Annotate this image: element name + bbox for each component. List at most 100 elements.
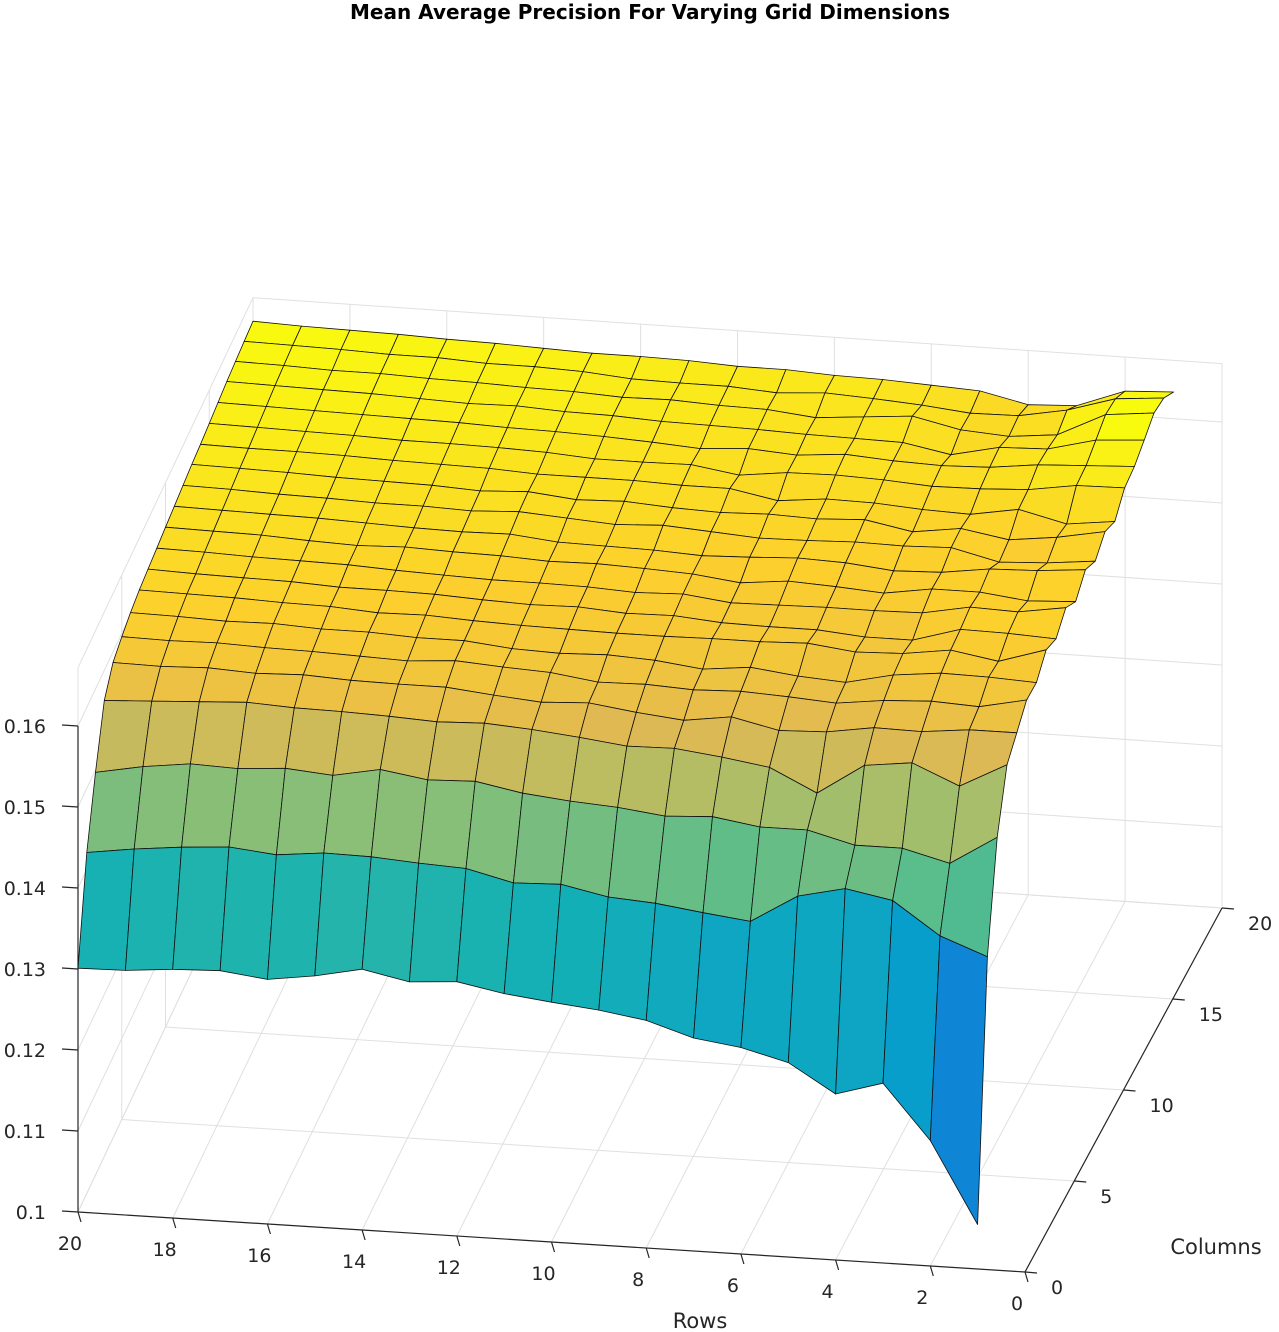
surface-patch <box>758 513 817 541</box>
surface-patch <box>255 647 313 676</box>
surface-patch <box>699 424 759 450</box>
surface-patch <box>156 526 214 553</box>
surface-patch <box>645 902 704 1039</box>
x-tick-label: 2 <box>916 1287 928 1309</box>
z-tick-mark <box>61 724 79 727</box>
surface-patch <box>617 745 675 817</box>
floor-grid-line <box>121 1119 1075 1182</box>
x-tick-mark <box>266 1223 271 1235</box>
surface-patch <box>103 662 162 702</box>
surface-patch <box>130 589 188 617</box>
x-tick-mark <box>645 1247 650 1259</box>
surface-patch <box>882 900 941 1141</box>
surface-patch <box>160 640 218 669</box>
surface-patch <box>86 766 144 853</box>
z-tick-label: 0.13 <box>4 959 46 981</box>
surface-patch <box>370 769 429 864</box>
surface-patch <box>151 666 209 703</box>
surface-patch <box>142 700 200 767</box>
surface-patch <box>388 333 448 359</box>
surface-patch <box>407 637 465 662</box>
surface-patch <box>575 476 634 502</box>
surface-patch <box>379 715 438 781</box>
z-tick-mark <box>61 1210 79 1213</box>
surface-patch <box>655 815 713 914</box>
surface-patch <box>361 856 420 983</box>
y-tick-label: 20 <box>1248 913 1272 935</box>
surface-patch <box>621 378 681 401</box>
surface-patch <box>172 846 230 972</box>
x-tick-label: 0 <box>1011 1293 1023 1315</box>
surface-patch <box>693 912 751 1048</box>
surface-patch <box>806 518 866 543</box>
surface-patch <box>776 369 835 394</box>
surface-patch <box>513 792 571 885</box>
surface-patch <box>219 846 277 980</box>
surface-patch <box>931 672 990 708</box>
surface-patch <box>413 505 472 533</box>
surface-patch <box>679 360 738 387</box>
surface-patch <box>440 443 499 469</box>
surface-patch <box>165 505 223 532</box>
x-tick-mark <box>456 1235 461 1247</box>
surface-patch <box>278 472 337 499</box>
surface-patch <box>456 868 514 994</box>
x-tick-mark <box>172 1217 177 1229</box>
surface-patch <box>198 667 257 703</box>
surface-patch <box>768 604 827 631</box>
surface-patch <box>173 484 232 511</box>
surface-patch <box>929 935 988 1225</box>
surface-patch <box>388 683 447 723</box>
z-tick-label: 0.16 <box>4 716 46 738</box>
surface-patch <box>796 433 855 456</box>
x-tick-label: 10 <box>531 1263 555 1285</box>
surface-patch <box>529 582 588 608</box>
surface-patch <box>825 474 885 504</box>
surface-patch <box>485 342 545 368</box>
surface-patch <box>228 767 286 856</box>
z-tick-label: 0.11 <box>4 1121 46 1143</box>
y-tick-mark <box>1123 1089 1136 1092</box>
x-axis-label: Rows <box>673 1309 728 1332</box>
z-tick-mark <box>61 1129 79 1132</box>
surface-patch <box>323 769 381 858</box>
surface-patch <box>474 722 533 794</box>
z-tick-mark <box>61 967 79 970</box>
surface-patch <box>1085 439 1145 467</box>
surface-patch <box>418 779 476 869</box>
surface-patch <box>1066 485 1125 525</box>
surface-patch <box>221 488 280 515</box>
surface-patch <box>335 455 394 482</box>
surface-patch <box>200 422 258 449</box>
surface-patch <box>759 626 818 644</box>
surface-patch <box>374 480 433 507</box>
surface-patch <box>607 807 666 904</box>
surface-patch <box>189 701 248 769</box>
surface-patch <box>598 896 656 1021</box>
x-tick-mark <box>77 1211 82 1223</box>
surface-patch <box>401 418 460 445</box>
surface-patch <box>522 729 580 802</box>
x-tick-label: 14 <box>342 1251 366 1273</box>
surface-patch <box>77 848 135 971</box>
surface-patch <box>597 654 656 685</box>
surface-patch <box>195 551 253 579</box>
x-tick-mark <box>361 1229 366 1241</box>
surface-patch <box>359 631 418 662</box>
surface-patch <box>275 767 334 856</box>
surface-patch <box>237 701 295 769</box>
surface-patch <box>787 453 846 476</box>
surface-patch <box>182 463 241 490</box>
surface-patch <box>350 655 408 685</box>
surface-patch <box>266 852 325 980</box>
x-tick-label: 18 <box>153 1239 177 1261</box>
surface-patch <box>1027 569 1086 603</box>
surface-patch <box>243 556 301 583</box>
surface-patch <box>133 763 191 850</box>
surface-patch <box>854 415 913 443</box>
surface-patch <box>293 674 352 712</box>
y-tick-label: 5 <box>1100 1186 1112 1208</box>
surface-patch <box>605 524 664 551</box>
surface-patch <box>225 597 283 624</box>
